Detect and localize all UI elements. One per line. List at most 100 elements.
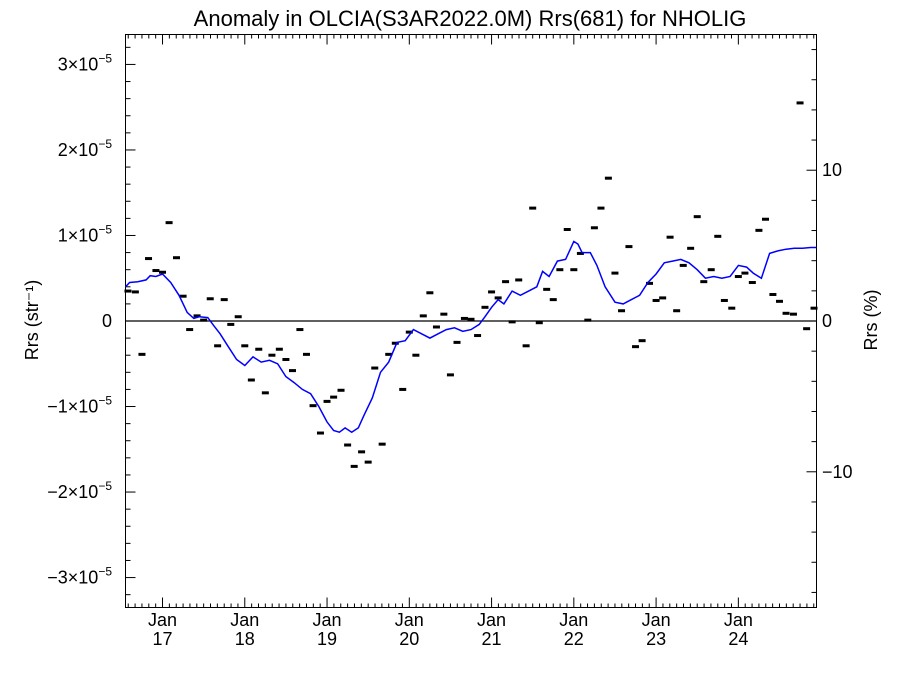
monthly-point — [529, 206, 537, 210]
monthly-point — [227, 322, 235, 326]
monthly-point — [268, 353, 276, 357]
monthly-point — [247, 378, 255, 382]
monthly-point — [741, 271, 749, 275]
monthly-point — [502, 280, 510, 284]
monthly-point — [371, 366, 379, 370]
monthly-point — [391, 341, 399, 345]
monthly-point — [707, 268, 715, 272]
monthly-point — [590, 226, 598, 230]
chart-title: Anomaly in OLCIA(S3AR2022.0M) Rrs(681) f… — [194, 6, 747, 31]
monthly-point — [666, 235, 674, 239]
monthly-point — [714, 234, 722, 238]
monthly-point — [358, 450, 366, 454]
x-tick-label-month: Jan — [559, 610, 588, 630]
monthly-point — [344, 443, 352, 447]
monthly-point — [460, 316, 468, 320]
monthly-point — [234, 315, 242, 319]
monthly-point — [488, 290, 496, 294]
monthly-point — [769, 292, 777, 296]
monthly-point — [206, 297, 214, 301]
monthly-point — [200, 318, 208, 322]
monthly-point — [152, 269, 160, 273]
monthly-point — [535, 321, 543, 325]
monthly-point — [659, 296, 667, 300]
monthly-point — [632, 345, 640, 349]
monthly-point — [385, 352, 393, 356]
monthly-point — [330, 395, 338, 399]
monthly-point — [165, 221, 173, 225]
monthly-point — [522, 344, 530, 348]
monthly-point — [302, 352, 310, 356]
monthly-point — [556, 268, 564, 272]
monthly-point — [419, 314, 427, 318]
monthly-point — [350, 464, 358, 468]
monthly-point — [214, 344, 222, 348]
series-layer — [124, 101, 818, 468]
monthly-point — [570, 268, 578, 272]
monthly-point — [440, 312, 448, 316]
monthly-point — [241, 344, 249, 348]
monthly-point — [378, 442, 386, 446]
monthly-point — [508, 320, 516, 324]
monthly-point — [611, 271, 619, 275]
monthly-point — [412, 353, 420, 357]
x-tick-label-month: Jan — [395, 610, 424, 630]
y-left-tick-label: −2×10−5 — [47, 479, 112, 502]
x-tick-label-month: Jan — [642, 610, 671, 630]
smoothed-line — [124, 240, 817, 434]
x-tick-label-year: 21 — [482, 629, 502, 649]
monthly-point — [700, 280, 708, 284]
monthly-point — [261, 391, 269, 395]
monthly-point — [138, 352, 146, 356]
monthly-point — [193, 314, 201, 318]
x-tick-label-month: Jan — [313, 610, 342, 630]
y-right-tick-label: −10 — [822, 462, 853, 482]
monthly-point — [179, 294, 187, 298]
monthly-point — [734, 275, 742, 279]
monthly-point — [399, 387, 407, 391]
monthly-point — [220, 298, 228, 302]
monthly-point — [145, 257, 153, 261]
y-axis-left: 3×10−5 2×10−5 1×10−5 0 −1×10−5 −2×10−5 −3×10−5 — [47, 46, 136, 596]
monthly-point — [255, 347, 263, 351]
monthly-point — [652, 298, 660, 302]
monthly-point — [309, 404, 317, 408]
monthly-point — [679, 263, 687, 267]
monthly-point — [625, 245, 633, 249]
monthly-point — [432, 325, 440, 329]
y-left-tick-label: −1×10−5 — [47, 394, 112, 417]
y-left-tick-label: 0 — [102, 311, 112, 331]
monthly-point — [337, 388, 345, 392]
monthly-point — [124, 289, 132, 293]
monthly-point — [761, 217, 769, 221]
monthly-point — [288, 369, 296, 373]
y-left-tick-label: 2×10−5 — [58, 137, 113, 160]
monthly-point — [687, 246, 695, 250]
monthly-point — [426, 291, 434, 295]
x-tick-label-month: Jan — [477, 610, 506, 630]
monthly-point — [638, 339, 646, 343]
y-axis-left-label: Rrs (str⁻¹) — [22, 280, 42, 360]
monthly-point — [576, 251, 584, 255]
x-tick-label-month: Jan — [724, 610, 753, 630]
y-left-tick-label: 3×10−5 — [58, 51, 113, 74]
monthly-point — [453, 340, 461, 344]
y-left-tick-label: 1×10−5 — [58, 222, 113, 245]
x-tick-label-year: 22 — [564, 629, 584, 649]
monthly-point — [296, 328, 304, 332]
monthly-point — [405, 330, 413, 334]
x-tick-label-year: 19 — [317, 629, 337, 649]
monthly-point — [364, 460, 372, 464]
x-tick-label-year: 23 — [646, 629, 666, 649]
monthly-point — [789, 312, 797, 316]
monthly-point — [728, 306, 736, 310]
monthly-point — [597, 206, 605, 210]
monthly-point — [549, 298, 557, 302]
monthly-point — [720, 298, 728, 302]
monthly-point — [673, 309, 681, 313]
monthly-point — [515, 278, 523, 282]
monthly-point — [775, 299, 783, 303]
monthly-point — [646, 281, 654, 285]
